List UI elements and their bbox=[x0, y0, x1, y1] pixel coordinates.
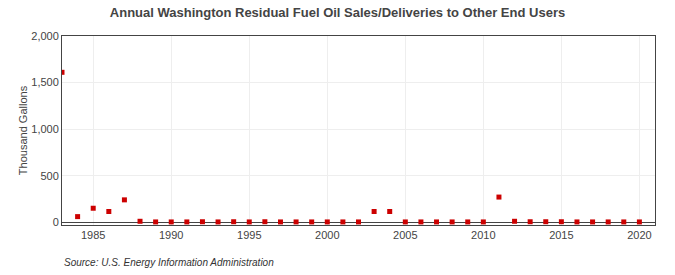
svg-text:Annual Washington Residual Fue: Annual Washington Residual Fuel Oil Sale… bbox=[110, 5, 565, 20]
svg-text:1995: 1995 bbox=[237, 229, 261, 241]
svg-text:Source: U.S. Energy Informatio: Source: U.S. Energy Information Administ… bbox=[64, 257, 274, 268]
svg-text:1,000: 1,000 bbox=[31, 123, 59, 135]
svg-text:2,000: 2,000 bbox=[31, 30, 59, 42]
svg-text:2020: 2020 bbox=[627, 229, 651, 241]
svg-text:Thousand Gallons: Thousand Gallons bbox=[17, 85, 29, 175]
svg-text:1,500: 1,500 bbox=[31, 76, 59, 88]
svg-text:1990: 1990 bbox=[159, 229, 183, 241]
svg-text:2000: 2000 bbox=[315, 229, 339, 241]
svg-text:2005: 2005 bbox=[393, 229, 417, 241]
svg-text:2015: 2015 bbox=[549, 229, 573, 241]
svg-text:1985: 1985 bbox=[81, 229, 105, 241]
svg-text:2010: 2010 bbox=[471, 229, 495, 241]
svg-text:500: 500 bbox=[40, 170, 58, 182]
svg-text:0: 0 bbox=[53, 216, 59, 228]
